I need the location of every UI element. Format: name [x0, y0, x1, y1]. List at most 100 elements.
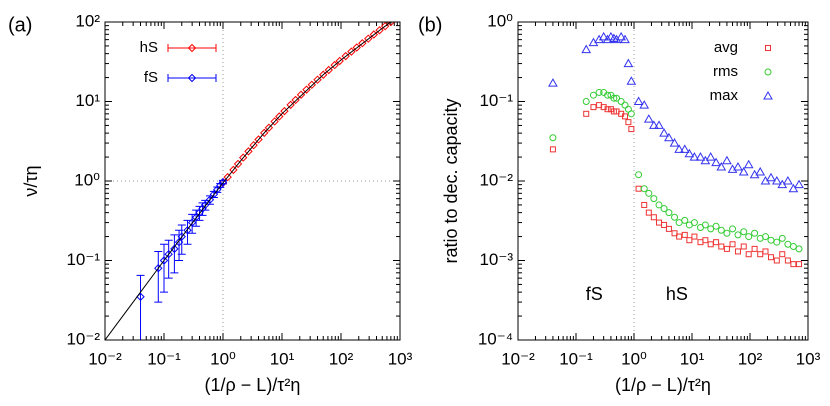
error-bar [183, 219, 192, 245]
marker [611, 34, 622, 44]
marker [270, 117, 279, 126]
marker [609, 33, 619, 43]
marker [302, 85, 311, 94]
marker [594, 34, 604, 44]
marker [695, 152, 706, 161]
marker [659, 128, 669, 137]
marker [626, 76, 637, 85]
y-tick-label: 10⁰ [74, 170, 100, 189]
marker [671, 230, 678, 237]
panel-label: (b) [418, 14, 442, 36]
marker [707, 225, 715, 233]
marker [639, 100, 650, 109]
marker [727, 164, 738, 173]
marker [296, 90, 306, 99]
marker [675, 219, 683, 227]
marker [620, 34, 630, 44]
marker [674, 144, 684, 153]
marker [757, 251, 764, 258]
y-axis-label: ratio to dec. capacity [441, 98, 461, 263]
marker [767, 236, 775, 244]
y-tick-label: 10¹ [75, 91, 100, 110]
marker [233, 159, 243, 169]
marker [656, 219, 663, 226]
legend-label: max [710, 87, 739, 104]
marker [335, 56, 344, 66]
marker [641, 201, 648, 208]
marker [734, 248, 741, 255]
marker [712, 222, 720, 230]
panel-label: (a) [8, 14, 32, 36]
legend-label: rms [713, 63, 738, 80]
marker [713, 239, 720, 246]
marker [595, 88, 603, 96]
marker [761, 233, 769, 241]
x-tick-label: 10² [329, 349, 354, 368]
marker [249, 140, 258, 150]
error-bar [154, 250, 163, 303]
marker [749, 169, 760, 179]
marker [280, 106, 289, 116]
marker [751, 245, 758, 252]
marker [751, 229, 759, 237]
x-tick-label: 10⁻² [88, 349, 122, 368]
marker [783, 175, 793, 185]
marker [645, 209, 652, 216]
marker [790, 261, 797, 268]
marker [765, 45, 771, 51]
marker [681, 231, 688, 238]
marker [740, 228, 748, 236]
plot-area [105, 22, 396, 340]
plot-frame [517, 21, 809, 341]
marker [635, 185, 642, 192]
y-axis-label: ν/τη [21, 165, 41, 196]
x-tick-label: 10⁻¹ [559, 349, 593, 368]
marker [773, 238, 781, 246]
marker [660, 205, 668, 213]
marker [745, 233, 753, 241]
annotation: fS [586, 284, 603, 304]
marker [707, 241, 714, 248]
marker [771, 175, 782, 185]
x-tick-label: 10⁻¹ [147, 349, 181, 368]
marker [613, 94, 621, 102]
marker [733, 161, 743, 171]
marker [264, 123, 274, 132]
marker [794, 179, 804, 189]
marker [623, 58, 634, 68]
marker [386, 22, 396, 27]
marker [549, 134, 557, 142]
marker [205, 195, 215, 205]
plot-area [548, 31, 804, 268]
error-bar [164, 239, 173, 279]
marker [789, 243, 797, 251]
marker [778, 234, 786, 242]
error-bar [160, 243, 168, 293]
marker [716, 161, 727, 171]
marker [766, 172, 776, 182]
marker [645, 189, 653, 197]
marker [705, 152, 716, 161]
marker [159, 256, 169, 265]
marker [734, 231, 742, 239]
error-bar [170, 234, 179, 274]
marker [773, 257, 780, 264]
marker [654, 120, 664, 129]
marker [729, 225, 737, 233]
marker [581, 44, 592, 54]
y-tick-label: 10⁻⁴ [478, 329, 513, 348]
y-tick-label: 10⁻¹ [479, 91, 513, 110]
marker [738, 166, 749, 176]
marker [684, 148, 695, 158]
marker [676, 233, 683, 240]
y-tick-label: 10⁻² [66, 329, 100, 348]
marker [665, 209, 673, 217]
legend-label: hS [140, 39, 158, 56]
marker [223, 172, 232, 182]
marker [209, 190, 219, 199]
marker [701, 221, 709, 229]
marker [582, 98, 590, 105]
marker [254, 135, 263, 144]
marker [743, 159, 754, 169]
